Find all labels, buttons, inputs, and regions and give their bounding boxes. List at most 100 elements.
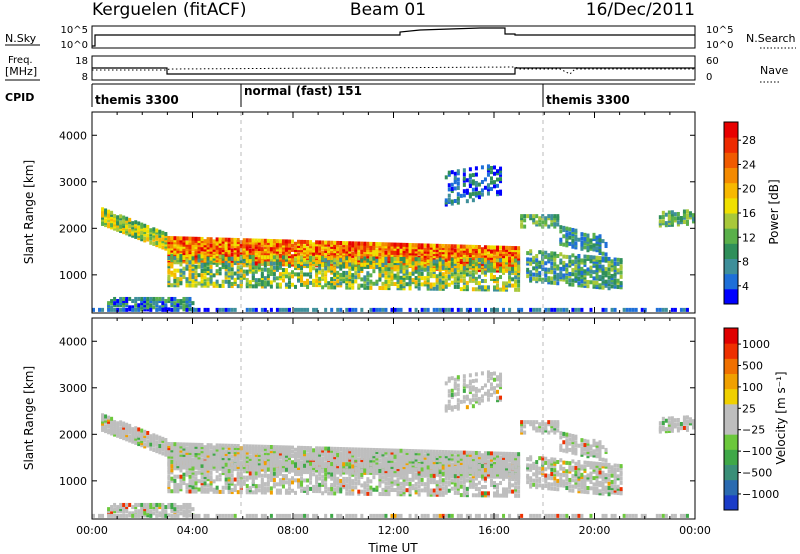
power-cell: [248, 282, 252, 287]
velocity-cell: [239, 490, 243, 495]
power-cell: [565, 234, 569, 239]
power-cell: [574, 237, 578, 242]
power-cell: [215, 249, 219, 254]
velocity-cell: [143, 513, 147, 518]
power-cell: [363, 275, 367, 280]
power-cell: [496, 247, 500, 252]
power-cell: [137, 227, 141, 232]
power-cell: [297, 239, 301, 244]
velocity-cell: [263, 446, 267, 451]
power-cell: [441, 250, 445, 255]
power-cell: [453, 254, 457, 259]
velocity-cell: [233, 477, 237, 482]
power-cell: [309, 255, 313, 260]
velocity-cell: [209, 483, 213, 488]
velocity-cell: [312, 489, 316, 494]
power-cell: [221, 263, 225, 268]
power-cell: [610, 273, 614, 278]
power-cell: [188, 240, 192, 245]
power-cell: [625, 307, 629, 312]
power-cell: [420, 249, 424, 254]
velocity-cell: [260, 479, 264, 484]
power-cell: [580, 236, 584, 241]
power-cell: [179, 240, 183, 245]
velocity-cell: [351, 449, 355, 454]
velocity-cell: [176, 487, 180, 492]
power-cell: [179, 299, 183, 304]
power-cell: [538, 218, 542, 223]
power-cell: [411, 257, 415, 262]
power-cell: [357, 285, 361, 290]
power-cell: [272, 241, 276, 246]
power-cell: [300, 274, 304, 279]
velocity-cell: [333, 478, 337, 483]
power-cell: [233, 256, 237, 261]
power-cell: [345, 262, 349, 267]
power-cell: [327, 260, 331, 265]
freq-tick-top: 18: [75, 56, 88, 67]
power-cell: [372, 258, 376, 263]
velocity-cell: [233, 456, 237, 461]
velocity-cell: [176, 513, 180, 518]
velocity-cell: [230, 513, 234, 518]
velocity-cell: [170, 476, 174, 481]
power-cell: [471, 274, 475, 279]
velocity-cell: [119, 502, 123, 507]
power-cell: [640, 307, 644, 312]
power-cell: [538, 307, 542, 312]
power-cell: [188, 303, 192, 308]
power-cell: [348, 264, 352, 269]
velocity-cell: [206, 487, 210, 492]
power-cell: [185, 242, 189, 247]
velocity-cell: [194, 472, 198, 477]
power-cell: [444, 284, 448, 289]
power-cell: [691, 213, 695, 218]
velocity-cell: [227, 487, 231, 492]
power-cell: [586, 246, 590, 251]
velocity-cell: [200, 445, 204, 450]
power-cell: [110, 301, 114, 306]
velocity-cell: [360, 483, 364, 488]
power-cell: [396, 261, 400, 266]
velocity-cell: [182, 511, 186, 516]
power-cell: [535, 272, 539, 277]
power-cell: [227, 263, 231, 268]
velocity-cell: [333, 453, 337, 458]
power-cell: [411, 251, 415, 256]
velocity-cell: [155, 436, 159, 441]
velocity-cell: [333, 483, 337, 488]
power-cell: [435, 254, 439, 259]
velocity-cell: [185, 489, 189, 494]
power-cell: [342, 258, 346, 263]
velocity-cell: [170, 459, 174, 464]
velocity-cell: [287, 469, 291, 474]
power-cell: [275, 284, 279, 289]
power-cell: [604, 258, 608, 263]
colorbar-tick-label: 24: [742, 158, 756, 171]
velocity-cell: [248, 450, 252, 455]
velocity-cell: [119, 430, 123, 435]
velocity-cell: [275, 463, 279, 468]
velocity-cell: [330, 464, 334, 469]
power-cell: [107, 211, 111, 216]
velocity-cell: [122, 436, 126, 441]
velocity-cell: [209, 455, 213, 460]
power-cell: [197, 273, 201, 278]
velocity-cell: [101, 427, 105, 432]
velocity-cell: [221, 456, 225, 461]
power-cell: [125, 220, 129, 225]
power-cell: [297, 243, 301, 248]
velocity-cell: [185, 442, 189, 447]
velocity-cell: [300, 456, 304, 461]
velocity-cell: [357, 449, 361, 454]
power-cell: [194, 307, 198, 312]
power-cell: [471, 266, 475, 271]
power-cell: [574, 307, 578, 312]
velocity-cell: [306, 456, 310, 461]
power-cell: [315, 268, 319, 273]
power-cell: [224, 256, 228, 261]
power-cell: [143, 230, 147, 235]
power-cell: [251, 255, 255, 260]
power-cell: [547, 214, 551, 219]
velocity-cell: [179, 476, 183, 481]
